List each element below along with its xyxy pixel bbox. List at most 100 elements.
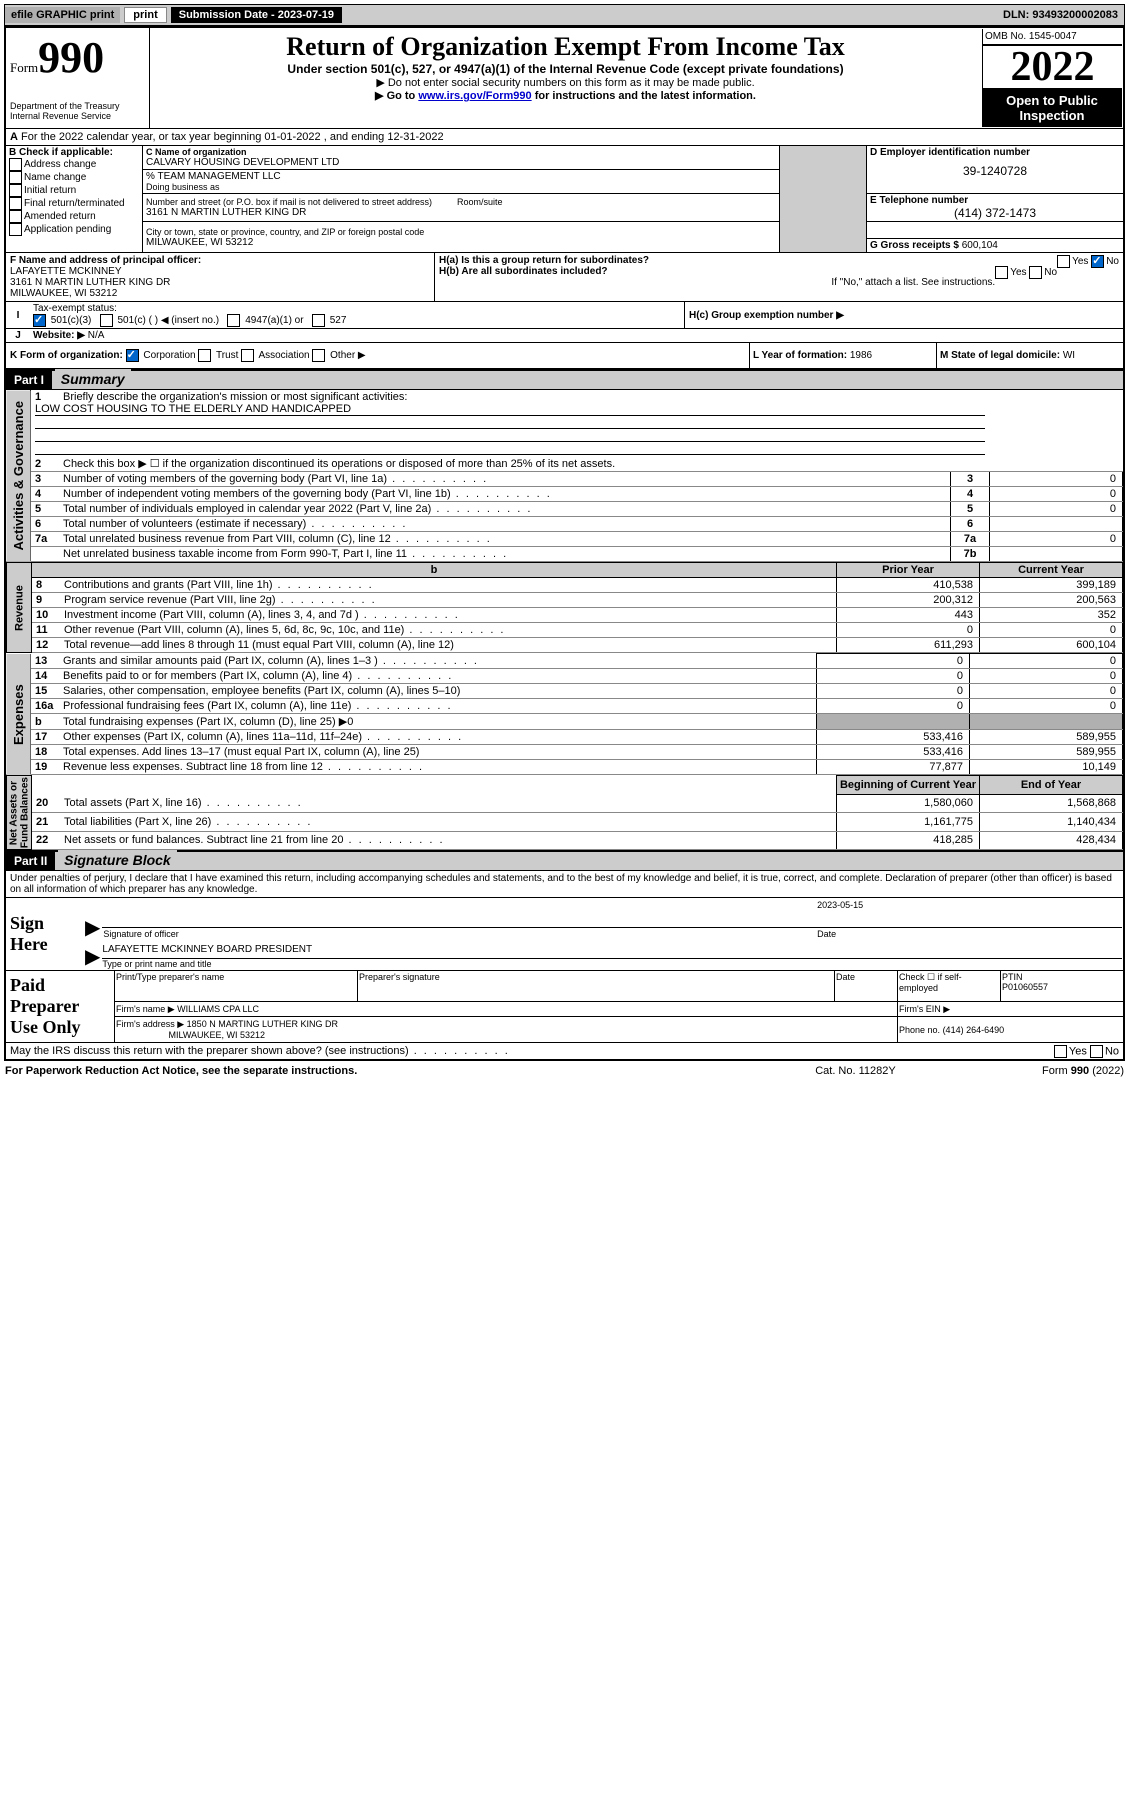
net-row-21: 21Total liabilities (Part X, line 26)1,1… xyxy=(7,813,1123,832)
year-formation-value: 1986 xyxy=(850,350,872,361)
domicile-label: M State of legal domicile: xyxy=(940,350,1060,361)
city-value: MILWAUKEE, WI 53212 xyxy=(146,237,776,248)
exp-row-16b: bTotal fundraising expenses (Part IX, co… xyxy=(6,714,1123,730)
rev-row-8: 8Contributions and grants (Part VIII, li… xyxy=(7,578,1123,593)
chk-trust[interactable] xyxy=(198,349,211,362)
chk-association[interactable] xyxy=(241,349,254,362)
mission-label: Briefly describe the organization's miss… xyxy=(63,391,407,403)
part1-revenue: Revenue b Prior Year Current Year 8Contr… xyxy=(6,562,1123,653)
firm-addr2: MILWAUKEE, WI 53212 xyxy=(169,1030,266,1040)
mission-text: LOW COST HOUSING TO THE ELDERLY AND HAND… xyxy=(35,403,985,416)
chk-501c[interactable] xyxy=(100,314,113,327)
net-row-22: 22Net assets or fund balances. Subtract … xyxy=(7,831,1123,850)
officer-addr2: MILWAUKEE, WI 53212 xyxy=(10,288,430,299)
form-subtitle: Under section 501(c), 527, or 4947(a)(1)… xyxy=(154,62,977,76)
instructions-link[interactable]: www.irs.gov/Form990 xyxy=(418,90,531,102)
col-prior: Prior Year xyxy=(837,563,980,578)
dba-label: Doing business as xyxy=(146,182,776,192)
officer-name: LAFAYETTE MCKINNEY xyxy=(10,266,430,277)
firm-name-value: WILLIAMS CPA LLC xyxy=(177,1004,259,1014)
exp-row-18: 18Total expenses. Add lines 13–17 (must … xyxy=(6,745,1123,760)
sidebar-governance: Activities & Governance xyxy=(6,390,31,562)
catalog-number: Cat. No. 11282Y xyxy=(767,1061,945,1078)
sig-officer-label: Signature of officer xyxy=(102,928,816,941)
gross-receipts-value: 600,104 xyxy=(962,240,998,251)
sidebar-expenses: Expenses xyxy=(6,654,31,775)
sign-date-value: 2023-05-15 xyxy=(816,899,1122,911)
perjury-declaration: Under penalties of perjury, I declare th… xyxy=(6,871,1123,897)
year-formation-label: L Year of formation: xyxy=(753,350,847,361)
status-website-grid: I Tax-exempt status: 501(c)(3) 501(c) ( … xyxy=(6,301,1123,342)
chk-final-return[interactable]: Final return/terminated xyxy=(9,197,139,210)
sig-date-label: Date xyxy=(816,928,1122,941)
chk-4947[interactable] xyxy=(227,314,240,327)
ein-value: 39-1240728 xyxy=(870,158,1120,184)
group-return-q: H(a) Is this a group return for subordin… xyxy=(439,255,1119,266)
chk-address-change[interactable]: Address change xyxy=(9,158,139,171)
chk-527[interactable] xyxy=(312,314,325,327)
form-container: Form990 Department of the Treasury Inter… xyxy=(4,26,1125,1061)
dept-label: Department of the Treasury Internal Reve… xyxy=(10,101,145,121)
firm-addr1: 1850 N MARTING LUTHER KING DR xyxy=(187,1019,338,1029)
discontinued-check: Check this box ▶ ☐ if the organization d… xyxy=(63,458,615,470)
sign-here-label: Sign Here xyxy=(6,898,84,971)
form-header: Form990 Department of the Treasury Inter… xyxy=(6,28,1123,128)
open-public-badge: Open to Public Inspection xyxy=(982,89,1122,127)
part1-header: Part I Summary xyxy=(6,369,1123,390)
ein-label: D Employer identification number xyxy=(870,147,1120,158)
chk-amended-return[interactable]: Amended return xyxy=(9,210,139,223)
top-bar: efile GRAPHIC print print Submission Dat… xyxy=(4,4,1125,26)
website-value: N/A xyxy=(88,330,105,341)
paid-preparer-label: Paid Preparer Use Only xyxy=(6,971,115,1043)
line-a: A For the 2022 calendar year, or tax yea… xyxy=(6,128,1123,145)
chk-501c3[interactable] xyxy=(33,314,46,327)
type-name-label: Type or print name and title xyxy=(102,959,1122,969)
org-name-label: C Name of organization xyxy=(146,147,776,157)
exp-row-16a: 16aProfessional fundraising fees (Part I… xyxy=(6,699,1123,714)
sidebar-revenue: Revenue xyxy=(7,563,32,653)
phone-value: (414) 372-1473 xyxy=(870,206,1120,220)
chk-name-change[interactable]: Name change xyxy=(9,171,139,184)
firm-ein-label: Firm's EIN ▶ xyxy=(898,1002,1124,1017)
chk-other[interactable] xyxy=(312,349,325,362)
ptin-label: PTIN xyxy=(1002,972,1023,982)
discuss-no[interactable] xyxy=(1090,1045,1103,1058)
website-label: Website: ▶ xyxy=(33,330,85,341)
chk-initial-return[interactable]: Initial return xyxy=(9,184,139,197)
exp-row-14: 14Benefits paid to or for members (Part … xyxy=(6,669,1123,684)
gov-row-7a: 7aTotal unrelated business revenue from … xyxy=(6,532,1123,547)
chk-application-pending[interactable]: Application pending xyxy=(9,223,139,236)
rev-row-9: 9Program service revenue (Part VIII, lin… xyxy=(7,593,1123,608)
pra-notice: For Paperwork Reduction Act Notice, see … xyxy=(4,1061,767,1078)
sidebar-netassets: Net Assets or Fund Balances xyxy=(7,776,32,850)
ptin-value: P01060557 xyxy=(1002,982,1048,992)
prep-sig-label: Preparer's signature xyxy=(358,971,835,1002)
discuss-yes[interactable] xyxy=(1054,1045,1067,1058)
tax-year: 2022 xyxy=(982,45,1122,89)
self-employed-check[interactable]: Check ☐ if self-employed xyxy=(898,971,1001,1002)
form-org-label: K Form of organization: xyxy=(10,350,123,361)
officer-group-grid: F Name and address of principal officer:… xyxy=(6,252,1123,301)
net-row-20: 20Total assets (Part X, line 16)1,580,06… xyxy=(7,794,1123,813)
discuss-preparer-row: May the IRS discuss this return with the… xyxy=(6,1042,1123,1059)
org-form-grid: K Form of organization: Corporation Trus… xyxy=(6,342,1123,369)
chk-corporation[interactable] xyxy=(126,349,139,362)
gross-receipts-label: G Gross receipts $ xyxy=(870,240,959,251)
page-footer: For Paperwork Reduction Act Notice, see … xyxy=(4,1061,1125,1078)
section-b-label: B Check if applicable: xyxy=(9,147,139,158)
part1-expenses: Expenses 13Grants and similar amounts pa… xyxy=(6,653,1123,775)
print-button[interactable]: print xyxy=(124,7,166,23)
group-exemption-label: H(c) Group exemption number ▶ xyxy=(689,310,844,321)
firm-name-label: Firm's name ▶ xyxy=(116,1004,175,1014)
ssn-note: ▶ Do not enter social security numbers o… xyxy=(154,76,977,89)
exp-row-19: 19Revenue less expenses. Subtract line 1… xyxy=(6,760,1123,775)
officer-label: F Name and address of principal officer: xyxy=(10,255,430,266)
dln-number: DLN: 93493200002083 xyxy=(1003,9,1124,21)
prep-date-label: Date xyxy=(835,971,898,1002)
exp-row-17: 17Other expenses (Part IX, column (A), l… xyxy=(6,730,1123,745)
org-name: CALVARY HOUSING DEVELOPMENT LTD xyxy=(146,157,776,168)
gov-row-7b: Net unrelated business taxable income fr… xyxy=(6,547,1123,562)
tax-status-label: Tax-exempt status: xyxy=(33,303,117,314)
col-end: End of Year xyxy=(980,776,1123,795)
phone-label: E Telephone number xyxy=(870,195,1120,206)
